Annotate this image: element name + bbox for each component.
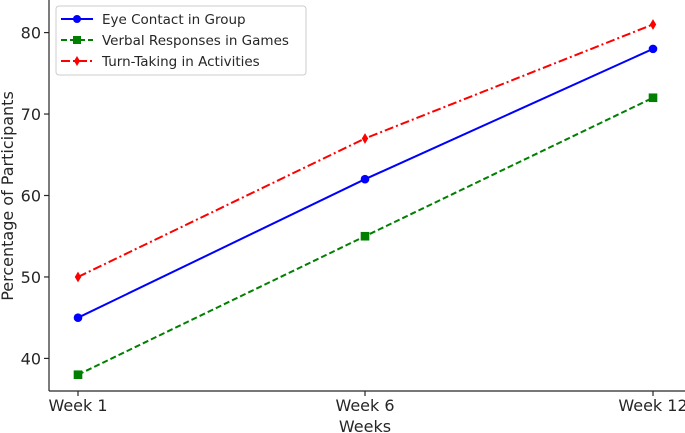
legend-label: Eye Contact in Group <box>102 12 246 28</box>
series-markers <box>73 19 658 380</box>
diamond-marker <box>649 19 657 30</box>
circle-marker <box>73 313 83 322</box>
y-tick-label: 80 <box>21 24 41 43</box>
square-marker <box>73 36 81 44</box>
x-tick-label: Week 12 <box>618 396 685 415</box>
square-marker <box>360 231 370 241</box>
y-tick-label: 60 <box>21 187 41 206</box>
y-tick-label: 50 <box>21 268 41 287</box>
square-marker <box>648 93 658 103</box>
circle-marker <box>648 44 658 54</box>
diamond-marker <box>361 133 369 144</box>
square-marker <box>73 370 83 380</box>
axes: 40 50 60 70 80 Week 1 Week 6 Week 12 <box>21 0 685 415</box>
y-tick-label: 40 <box>21 349 41 368</box>
diamond-marker <box>74 56 80 66</box>
y-tick-label: 70 <box>21 105 41 124</box>
y-axis-title: Percentage of Participants <box>0 91 17 301</box>
legend: Eye Contact in Group Verbal Responses in … <box>55 5 307 76</box>
legend-label: Verbal Responses in Games <box>102 33 289 49</box>
circle-marker <box>73 15 81 23</box>
x-tick-label: Week 1 <box>48 396 107 415</box>
series-lines <box>77 23 654 376</box>
x-tick-label: Week 6 <box>335 396 394 415</box>
diamond-marker <box>74 271 82 283</box>
legend-frame <box>55 5 307 76</box>
circle-marker <box>360 174 370 184</box>
legend-label: Turn-Taking in Activities <box>101 54 260 70</box>
x-axis-title: Weeks <box>339 417 391 433</box>
